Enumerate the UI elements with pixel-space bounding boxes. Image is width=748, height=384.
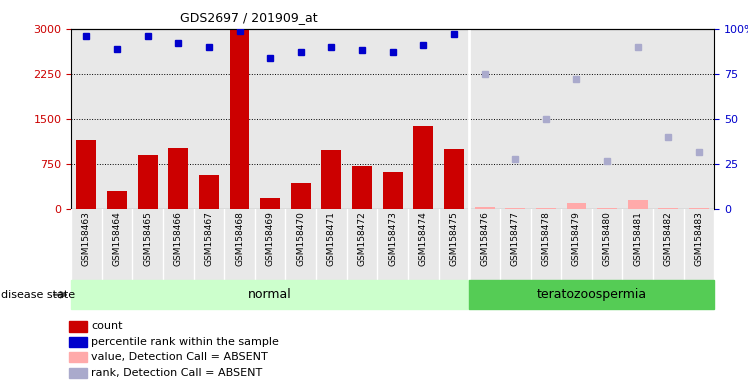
Text: GSM158474: GSM158474 [419,212,428,266]
Text: GSM158471: GSM158471 [327,212,336,266]
Bar [76,140,96,209]
Bar [291,184,310,209]
Bar [414,126,433,209]
Text: GSM158468: GSM158468 [235,212,244,266]
Bar [168,148,188,209]
Bar [628,200,648,209]
Text: GSM158472: GSM158472 [358,212,367,266]
Bar [689,208,709,209]
Text: rank, Detection Call = ABSENT: rank, Detection Call = ABSENT [91,368,263,378]
Text: GDS2697 / 201909_at: GDS2697 / 201909_at [180,11,318,24]
Text: GSM158481: GSM158481 [634,212,643,266]
FancyBboxPatch shape [71,280,469,309]
Text: GSM158483: GSM158483 [695,212,704,266]
Text: GSM158469: GSM158469 [266,212,275,266]
Bar [260,199,280,209]
Text: count: count [91,321,123,331]
FancyBboxPatch shape [469,280,714,309]
Text: GSM158480: GSM158480 [603,212,612,266]
Bar [107,191,127,209]
Text: GSM158465: GSM158465 [143,212,152,266]
Text: GSM158476: GSM158476 [480,212,489,266]
Bar [536,208,556,209]
Bar [70,352,87,362]
Text: value, Detection Call = ABSENT: value, Detection Call = ABSENT [91,353,268,362]
Bar [444,149,464,209]
Bar [383,172,402,209]
Bar [230,30,250,209]
Text: GSM158467: GSM158467 [204,212,213,266]
Text: GSM158478: GSM158478 [542,212,551,266]
Bar [322,150,341,209]
Text: teratozoospermia: teratozoospermia [537,288,647,301]
Bar [658,208,678,209]
Text: normal: normal [248,288,292,301]
Bar [475,207,494,209]
Text: disease state: disease state [1,290,75,300]
Bar [597,208,617,209]
Text: GSM158477: GSM158477 [511,212,520,266]
Text: GSM158479: GSM158479 [572,212,581,266]
Bar [70,367,87,378]
Text: GSM158463: GSM158463 [82,212,91,266]
Bar [505,208,525,209]
Bar [70,321,87,331]
Bar [566,203,586,209]
Bar [352,166,372,209]
Text: GSM158464: GSM158464 [112,212,121,266]
Text: GSM158475: GSM158475 [450,212,459,266]
Text: GSM158470: GSM158470 [296,212,305,266]
Bar [199,175,219,209]
Bar [138,155,158,209]
Text: GSM158473: GSM158473 [388,212,397,266]
Bar [70,337,87,347]
Text: GSM158482: GSM158482 [664,212,673,266]
Text: GSM158466: GSM158466 [174,212,183,266]
Text: percentile rank within the sample: percentile rank within the sample [91,337,279,347]
